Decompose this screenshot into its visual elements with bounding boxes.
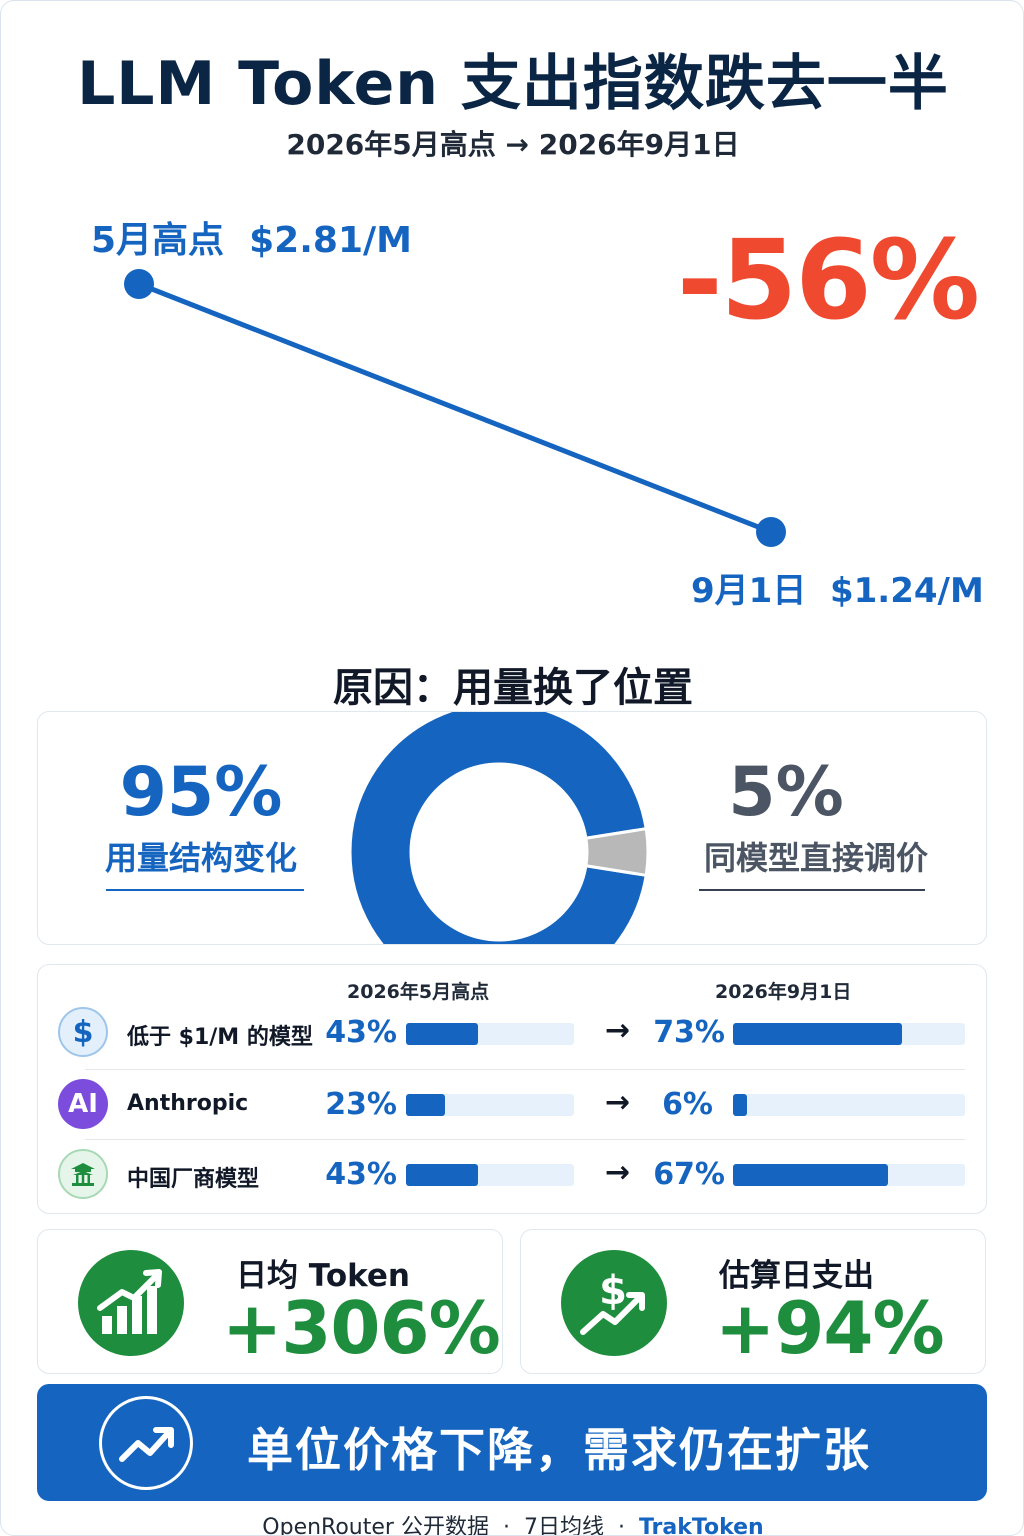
footer-separator: · — [617, 1515, 625, 1536]
row-divider — [85, 1069, 965, 1070]
point-label-end: 9月1日 $1.24/M — [691, 571, 984, 611]
reason-title: 原因：用量换了位置 — [333, 665, 693, 711]
row-label-cheap: 低于 $1/M 的模型 — [127, 1025, 313, 1050]
bar-cheap-sep — [733, 1023, 902, 1045]
slice-value-structure: 95% — [119, 753, 283, 832]
slice-label-price: 同模型直接调价 — [703, 839, 928, 877]
track-anthropic-sep — [733, 1094, 965, 1116]
footer-source: OpenRouter 公开数据 — [262, 1515, 489, 1536]
ai-icon: AI — [58, 1079, 108, 1129]
footer: OpenRouter 公开数据 · 7日均线 · TrakToken — [1, 1509, 1023, 1536]
page-title: LLM Token 支出指数跌去一半 — [77, 49, 949, 119]
row-label-china: 中国厂商模型 — [127, 1167, 260, 1192]
kpi-value-spend: +94% — [715, 1286, 945, 1370]
track-cheap-sep — [733, 1023, 965, 1045]
growth-bars-icon — [78, 1250, 184, 1356]
footer-method: 7日均线 — [523, 1515, 604, 1536]
arrow-china: → — [605, 1155, 631, 1190]
pct-china-may: 43% — [325, 1157, 397, 1192]
slice-label-structure: 用量结构变化 — [104, 839, 297, 877]
kpi-value-tokens: +306% — [222, 1286, 501, 1370]
dollar-icon: $ — [58, 1007, 108, 1057]
banner-text: 单位价格下降，需求仍在扩张 — [247, 1423, 871, 1477]
arrow-anthropic: → — [605, 1085, 631, 1120]
change-annotation: -56% — [677, 216, 980, 344]
pct-cheap-sep: 73% — [653, 1015, 725, 1050]
kpi-label-spend: 估算日支出 — [719, 1258, 874, 1294]
pavilion-glyph — [71, 1163, 95, 1186]
bar-china-sep — [733, 1164, 888, 1186]
slice-value-price: 5% — [728, 753, 844, 832]
underline-left — [106, 889, 304, 891]
bar-cheap-may — [406, 1023, 478, 1045]
kpi-label-tokens: 日均 Token — [236, 1258, 410, 1294]
track-china-sep — [733, 1164, 965, 1186]
kpi-card-tokens: 日均 Token +306% — [37, 1229, 503, 1374]
bar-anthropic-may — [406, 1094, 445, 1116]
price-line-chart — [124, 269, 786, 547]
trend-up-glyph — [119, 1427, 174, 1462]
svg-text:$: $ — [599, 1268, 627, 1314]
bar-anthropic-sep — [733, 1094, 747, 1116]
footer-brand[interactable]: TrakToken — [638, 1515, 764, 1536]
row-divider — [85, 1139, 965, 1140]
point-label-start: 5月高点 $2.81/M — [91, 220, 412, 261]
growth-bars-glyph — [97, 1269, 162, 1334]
money-growth-glyph: $ — [580, 1268, 645, 1335]
pct-anthropic-may: 23% — [325, 1087, 397, 1122]
money-growth-icon: $ — [561, 1250, 667, 1356]
column-header-sep: 2026年9月1日 — [715, 981, 852, 1003]
pct-anthropic-sep: 6% — [662, 1087, 713, 1122]
pavilion-icon — [58, 1149, 108, 1199]
page-subtitle: 2026年5月高点 → 2026年9月1日 — [286, 128, 740, 161]
track-china-may — [406, 1164, 574, 1186]
pct-china-sep: 67% — [653, 1157, 725, 1192]
point-sep-1 — [756, 517, 786, 547]
pct-cheap-may: 43% — [325, 1015, 397, 1050]
point-may-peak — [124, 269, 154, 299]
bar-china-may — [406, 1164, 478, 1186]
track-anthropic-may — [406, 1094, 574, 1116]
conclusion-banner: 单位价格下降，需求仍在扩张 — [37, 1384, 987, 1501]
column-header-may: 2026年5月高点 — [347, 981, 490, 1003]
kpi-card-spend: $ 估算日支出 +94% — [520, 1229, 986, 1374]
track-cheap-may — [406, 1023, 574, 1045]
footer-separator: · — [502, 1515, 510, 1536]
price-series-line — [136, 281, 774, 535]
arrow-cheap: → — [605, 1013, 631, 1048]
underline-right — [699, 889, 925, 891]
trend-up-icon — [99, 1396, 193, 1490]
row-label-anthropic: Anthropic — [127, 1091, 249, 1116]
